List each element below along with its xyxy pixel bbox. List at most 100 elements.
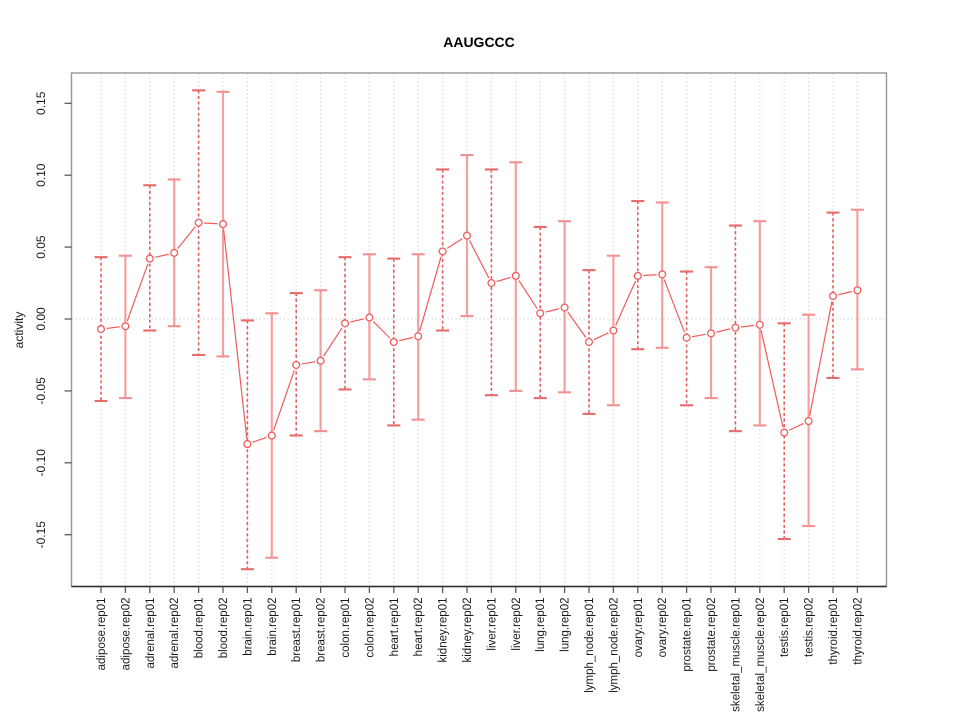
- data-point: [853, 286, 862, 295]
- data-layer: [94, 89, 864, 571]
- x-tick-label: adipose.rep02: [120, 598, 132, 671]
- x-tick-label: testis.rep01: [779, 598, 791, 657]
- series-line-segment: [419, 256, 442, 332]
- y-tick-label: 0.15: [34, 91, 48, 115]
- x-tick-label: lymph_node.rep01: [584, 598, 596, 693]
- data-point: [560, 303, 569, 312]
- series-line-segment: [350, 318, 365, 323]
- x-tick-label: kidney.rep02: [462, 598, 474, 663]
- data-point: [414, 332, 423, 341]
- x-tick-label: adrenal.rep02: [169, 598, 181, 669]
- y-tick-label: -0.10: [34, 449, 48, 477]
- series-line-segment: [273, 370, 295, 431]
- series-line-segment: [399, 336, 413, 342]
- series-line-segment: [567, 311, 587, 338]
- x-tick-label: thyroid.rep02: [852, 598, 864, 665]
- plot-frame: [70, 72, 888, 588]
- data-point: [438, 247, 447, 256]
- data-point: [633, 271, 642, 280]
- data-point: [194, 218, 203, 227]
- series-line-segment: [446, 238, 463, 249]
- series-line-segment: [106, 326, 121, 330]
- x-tick-label: breast.rep02: [316, 598, 328, 663]
- data-point: [487, 278, 496, 288]
- series-line-segment: [177, 226, 196, 249]
- data-point: [365, 313, 374, 322]
- data-point: [170, 248, 179, 257]
- x-tick-label: brain.rep02: [267, 598, 279, 656]
- data-point: [755, 320, 764, 329]
- data-point: [536, 309, 545, 318]
- series-line-segment: [301, 361, 316, 365]
- y-axis-title: activity: [12, 312, 26, 349]
- y-tick-label: 0.10: [34, 163, 48, 187]
- y-tick-label: 0.05: [34, 235, 48, 259]
- x-tick-label: testis.rep02: [804, 598, 816, 657]
- x-tick-label: liver.rep01: [486, 598, 498, 651]
- grid-layer: [71, 73, 887, 587]
- x-tick-label: colon.rep02: [364, 598, 376, 658]
- series-line-segment: [643, 274, 657, 277]
- series-line-segment: [223, 229, 248, 439]
- data-point: [145, 254, 154, 263]
- data-point: [340, 319, 350, 328]
- data-point: [267, 431, 276, 440]
- series-line-segment: [809, 301, 833, 416]
- x-tick-label: skeletal_muscle.rep01: [730, 598, 742, 712]
- series-line-segment: [126, 263, 149, 322]
- data-point: [511, 271, 520, 280]
- data-point: [609, 326, 618, 335]
- x-tick-label: blood.rep01: [194, 598, 206, 659]
- series-line-segment: [204, 222, 218, 225]
- y-tick-label: -0.05: [34, 377, 48, 405]
- data-point: [658, 270, 667, 279]
- x-tick-label: lung.rep02: [560, 598, 572, 652]
- data-point: [584, 337, 594, 347]
- data-point: [121, 322, 130, 331]
- data-point: [780, 428, 789, 437]
- x-tick-label: liver.rep02: [511, 598, 523, 651]
- x-tick-label: prostate.rep01: [682, 598, 694, 672]
- data-point: [96, 325, 106, 334]
- data-point: [462, 231, 472, 240]
- series-line-segment: [838, 290, 853, 296]
- x-tick-label: ovary.rep02: [657, 598, 669, 658]
- x-tick-label: lymph_node.rep02: [608, 598, 620, 693]
- x-tick-label: thyroid.rep01: [828, 598, 840, 665]
- series-line-segment: [788, 422, 804, 431]
- x-tick-label: colon.rep01: [340, 598, 352, 658]
- x-tick-label: heart.rep01: [389, 598, 401, 657]
- x-tick-label: adrenal.rep01: [145, 598, 157, 669]
- x-tick-label: lung.rep01: [535, 598, 547, 652]
- data-point: [243, 440, 252, 449]
- series-line-segment: [691, 333, 706, 338]
- series-line-segment: [518, 280, 538, 309]
- series-line-segment: [760, 329, 784, 428]
- data-point: [706, 329, 716, 338]
- series-line-segment: [372, 321, 391, 339]
- data-point: [804, 417, 813, 426]
- x-tick-label: kidney.rep01: [438, 598, 450, 663]
- x-tick-label: ovary.rep01: [633, 598, 645, 658]
- data-point: [218, 220, 228, 229]
- data-point: [682, 333, 691, 342]
- series-line-segment: [663, 279, 686, 333]
- x-tick-label: skeletal_muscle.rep02: [755, 598, 767, 712]
- series-line-segment: [252, 436, 267, 443]
- data-point: [828, 291, 838, 301]
- series-line-segment: [323, 327, 343, 357]
- y-tick-label: 0.00: [34, 307, 48, 331]
- x-tick-label: blood.rep02: [218, 598, 230, 659]
- x-tick-label: heart.rep02: [413, 598, 425, 657]
- data-point: [731, 323, 740, 332]
- x-tick-label: brain.rep01: [242, 598, 254, 656]
- data-point: [316, 356, 325, 365]
- series-line-segment: [716, 328, 731, 333]
- series-line-segment: [468, 240, 490, 279]
- series-line-segment: [545, 308, 560, 313]
- data-point: [389, 337, 398, 347]
- x-tick-label: breast.rep01: [291, 598, 303, 663]
- y-tick-label: -0.15: [34, 521, 48, 549]
- series-line-segment: [615, 280, 637, 326]
